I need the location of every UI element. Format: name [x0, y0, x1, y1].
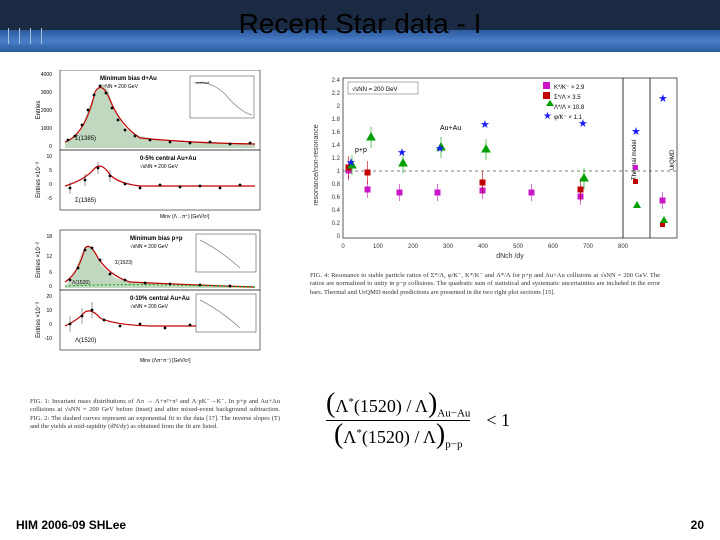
svg-text:1.2: 1.2 — [332, 156, 341, 162]
svg-text:20: 20 — [46, 294, 52, 300]
left-figure-stack: Entries 4000 3000 2000 1000 0 Minimum bi… — [30, 70, 280, 490]
svg-text:2.4: 2.4 — [332, 78, 341, 84]
svg-text:UrQMD: UrQMD — [670, 149, 676, 170]
svg-text:Λ(1520): Λ(1520) — [75, 338, 96, 344]
svg-text:0: 0 — [49, 182, 52, 188]
svg-text:0: 0 — [337, 234, 341, 240]
footer-left: HIM 2006-09 SHLee — [16, 518, 126, 532]
svg-text:★: ★ — [397, 147, 407, 159]
svg-text:18: 18 — [46, 234, 52, 240]
panel-sigma-dau: Entries 4000 3000 2000 1000 0 Minimum bi… — [36, 70, 260, 150]
svg-text:dNch /dy: dNch /dy — [496, 253, 524, 260]
y-axis: resonance/non-resonance 2.4 2.2 2 1.8 1.… — [313, 78, 341, 240]
svg-text:Au+Au: Au+Au — [440, 125, 461, 132]
slide-footer: HIM 2006-09 SHLee 20 — [16, 518, 704, 532]
content-area: Entries 4000 3000 2000 1000 0 Minimum bi… — [0, 60, 720, 500]
ratio-chart-svg: resonance/non-resonance 2.4 2.2 2 1.8 1.… — [310, 70, 680, 260]
svg-text:400: 400 — [478, 244, 489, 250]
svg-text:2000: 2000 — [41, 108, 52, 114]
svg-text:200: 200 — [408, 244, 419, 250]
svg-text:0.8: 0.8 — [332, 182, 341, 188]
svg-text:1.4: 1.4 — [332, 143, 341, 149]
svg-text:100: 100 — [373, 244, 384, 250]
svg-text:√sNN = 200 GeV: √sNN = 200 GeV — [352, 86, 397, 93]
panel-lambda-pp: Entries ×10⁻² 18 12 6 0 Minimum bias p+p… — [36, 230, 260, 290]
svg-text:√sNN = 200 GeV: √sNN = 200 GeV — [130, 303, 169, 310]
svg-text:-10: -10 — [45, 336, 52, 342]
svg-text:0.4: 0.4 — [332, 208, 341, 214]
right-fig-caption: FIG. 4: Resonance to stable particle rat… — [310, 272, 660, 297]
svg-text:6: 6 — [49, 270, 52, 276]
svg-text:5: 5 — [49, 168, 52, 174]
left-charts-svg: Entries 4000 3000 2000 1000 0 Minimum bi… — [30, 70, 270, 390]
svg-text:4000: 4000 — [41, 72, 52, 78]
svg-text:Minv (Λ→π⁺) [GeV/c²]: Minv (Λ→π⁺) [GeV/c²] — [160, 214, 210, 220]
svg-text:★: ★ — [631, 126, 641, 138]
svg-text:0: 0 — [341, 244, 345, 250]
svg-text:method: method — [196, 80, 209, 85]
svg-text:Entries ×10⁻³: Entries ×10⁻³ — [36, 162, 42, 198]
svg-text:10: 10 — [46, 154, 52, 160]
svg-text:Λ*/Λ × 10.8: Λ*/Λ × 10.8 — [554, 105, 585, 111]
svg-text:Entries ×10⁻³: Entries ×10⁻³ — [36, 302, 42, 338]
svg-text:-5: -5 — [48, 196, 53, 202]
svg-text:★: ★ — [658, 93, 668, 105]
ratio-formula: (Λ*(1520) / Λ)Au−Au (Λ*(1520) / Λ)p−p < … — [320, 390, 510, 450]
svg-text:800: 800 — [618, 244, 629, 250]
svg-text:0: 0 — [49, 144, 52, 150]
svg-text:0.6: 0.6 — [332, 195, 341, 201]
svg-text:√sNN = 200 GeV: √sNN = 200 GeV — [130, 243, 169, 250]
svg-text:★: ★ — [543, 111, 552, 122]
svg-text:300: 300 — [443, 244, 454, 250]
svg-text:Σ(1385): Σ(1385) — [75, 136, 96, 142]
footer-page-number: 20 — [691, 518, 704, 532]
svg-text:Minimum bias d+Au: Minimum bias d+Au — [100, 76, 157, 82]
svg-text:★: ★ — [435, 143, 445, 155]
slide-header: Recent Star data - I — [0, 0, 720, 52]
svg-text:Minv (Λπ⁺π⁻) [GeV/c²]: Minv (Λπ⁺π⁻) [GeV/c²] — [140, 358, 191, 364]
svg-text:12: 12 — [46, 254, 52, 260]
svg-text:Σ(1523): Σ(1523) — [115, 260, 133, 266]
svg-text:Σ*/Λ × 3.5: Σ*/Λ × 3.5 — [554, 95, 581, 101]
svg-text:Thermal model: Thermal model — [632, 140, 638, 180]
svg-text:1.8: 1.8 — [332, 117, 341, 123]
svg-text:1: 1 — [337, 169, 341, 175]
svg-text:700: 700 — [583, 244, 594, 250]
svg-text:1.6: 1.6 — [332, 130, 341, 136]
svg-text:500: 500 — [513, 244, 524, 250]
svg-text:p+p: p+p — [355, 147, 367, 154]
svg-text:600: 600 — [548, 244, 559, 250]
svg-text:√sNN = 200 GeV: √sNN = 200 GeV — [140, 163, 179, 170]
svg-text:3000: 3000 — [41, 90, 52, 96]
legend: K*/K⁻ × 2.9 Σ*/Λ × 3.5 Λ*/Λ × 10.8 ★φ/K⁻… — [543, 82, 585, 122]
svg-text:★: ★ — [480, 119, 490, 131]
svg-text:★: ★ — [578, 118, 588, 130]
svg-text:10: 10 — [46, 308, 52, 314]
svg-text:0: 0 — [49, 322, 52, 328]
svg-text:resonance/non-resonance: resonance/non-resonance — [313, 124, 320, 205]
svg-text:2: 2 — [337, 104, 341, 110]
svg-text:Σ(1385): Σ(1385) — [75, 198, 96, 204]
svg-text:0: 0 — [49, 284, 52, 290]
svg-text:2.2: 2.2 — [332, 91, 341, 97]
panel-lambda-auau: Entries ×10⁻³ 20 10 0 -10 0-10% central … — [36, 290, 260, 364]
page-title: Recent Star data - I — [0, 8, 720, 40]
panel-sigma-auau: Entries ×10⁻³ 10 5 0 -5 0-5% central Au+… — [36, 150, 260, 220]
svg-text:Entries ×10⁻²: Entries ×10⁻² — [36, 242, 42, 278]
svg-text:Minimum bias p+p: Minimum bias p+p — [130, 236, 183, 242]
svg-text:★: ★ — [346, 157, 356, 169]
svg-text:0.2: 0.2 — [332, 221, 341, 227]
svg-text:1000: 1000 — [41, 126, 52, 132]
svg-text:0-10% central Au+Au: 0-10% central Au+Au — [130, 296, 190, 302]
svg-text:Λ(1520): Λ(1520) — [72, 280, 90, 286]
left-fig-caption: FIG. 1: Invariant mass distributions of … — [30, 398, 280, 432]
svg-text:0-5% central Au+Au: 0-5% central Au+Au — [140, 156, 197, 162]
svg-text:K*/K⁻ × 2.9: K*/K⁻ × 2.9 — [554, 85, 585, 91]
